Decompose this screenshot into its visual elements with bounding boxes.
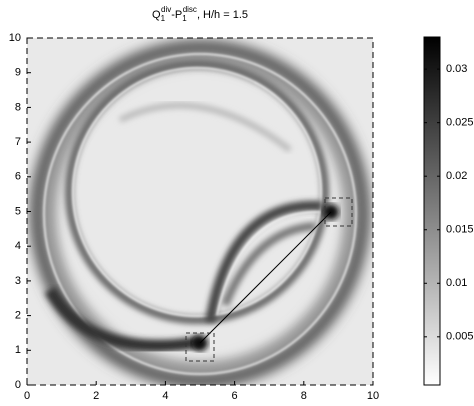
title-part: div [161,5,171,14]
y-tick-label: 4 [15,240,21,252]
title-part: , H/h = 1.5 [197,9,248,21]
y-tick-label: 8 [15,101,21,113]
x-tick-label: 4 [162,390,168,402]
y-tick-label: 3 [15,275,21,287]
title-part: -P [171,9,182,21]
x-tick-label: 10 [367,390,379,402]
title-part: disc [183,5,197,14]
y-tick-label: 2 [15,310,21,322]
y-tick-label: 1 [15,344,21,356]
x-tick-label: 8 [301,390,307,402]
x-tick-label: 2 [93,390,99,402]
y-tick-label: 5 [15,205,21,217]
title-part: Q [152,9,161,21]
y-tick-label: 9 [15,67,21,79]
colorbar-tick-label: 0.02 [446,170,467,182]
x-tick-label: 6 [232,390,238,402]
colorbar [423,36,441,386]
colorbar-tick-label: 0.03 [446,63,467,75]
chart-title: Q1div-P1disc, H/h = 1.5 [152,5,248,23]
title-part: 1 [161,14,166,23]
colorbar-tick-label: 0.005 [446,331,474,343]
y-tick-label: 0 [15,379,21,391]
colorbar-tick-label: 0.015 [446,224,474,236]
y-tick-label: 6 [15,171,21,183]
title-part: 1 [182,14,187,23]
colorbar-tick-label: 0.025 [446,117,474,129]
y-tick-label: 7 [15,136,21,148]
field-image [27,38,373,385]
colorbar-tick-label: 0.01 [446,277,467,289]
x-tick-label: 0 [24,390,30,402]
y-tick-label: 10 [9,32,21,44]
